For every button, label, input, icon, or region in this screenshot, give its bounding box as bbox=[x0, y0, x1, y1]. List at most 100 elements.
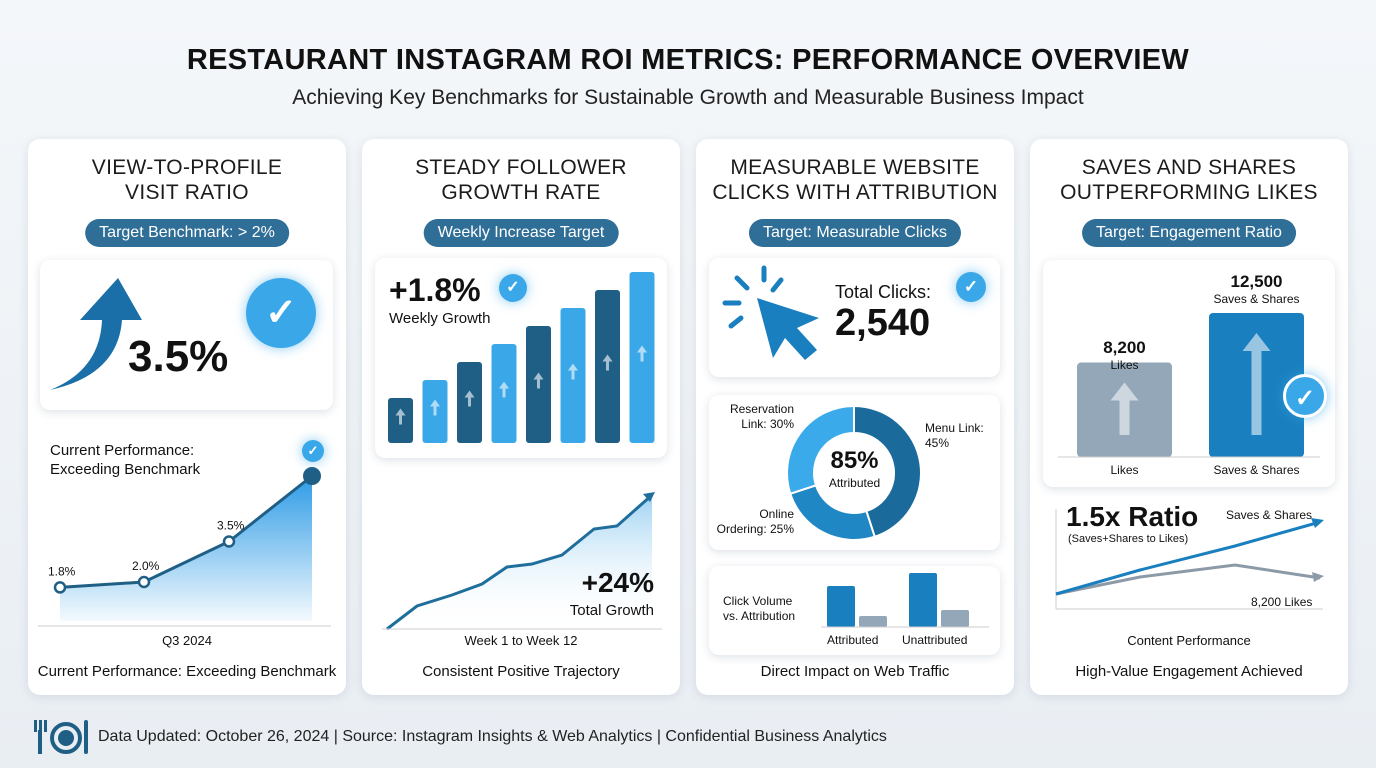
arrow-up-icon bbox=[395, 408, 406, 425]
arrow-up-icon bbox=[637, 345, 647, 362]
restaurant-logo-icon bbox=[34, 720, 88, 754]
trend-arrow-icon bbox=[50, 278, 142, 390]
growth-line-chart bbox=[382, 492, 662, 631]
slice-label-online: Online Ordering: 25% bbox=[716, 507, 794, 536]
click-volume-bars bbox=[821, 573, 989, 628]
arrow-head bbox=[643, 492, 655, 502]
total-growth-label: Total Growth bbox=[569, 602, 654, 619]
card-view-to-profile: VIEW-TO-PROFILE VISIT RATIO Target Benchm… bbox=[28, 139, 346, 695]
data-point bbox=[137, 575, 151, 589]
arrow-up-icon bbox=[1242, 333, 1271, 435]
arrow-up-icon bbox=[464, 390, 475, 407]
ratio-value: 1.5x Ratio bbox=[1066, 501, 1199, 532]
clicks-box: Total Clicks: 2,540 ✓ bbox=[709, 258, 1000, 377]
data-point bbox=[222, 535, 236, 548]
saves-shares-line bbox=[1055, 520, 1321, 596]
click-bar bbox=[859, 616, 887, 627]
card-title: STEADY FOLLOWER GROWTH RATE bbox=[415, 156, 627, 204]
line-chart: 1.8% 2.0% 3.5% bbox=[38, 467, 331, 627]
click-volume-label: Click Volume vs. Attribution bbox=[723, 594, 796, 623]
bar-value: 8,200 bbox=[1103, 338, 1146, 357]
bar-category: Saves & Shares bbox=[1213, 463, 1300, 477]
donut-center-label: Attributed bbox=[828, 476, 881, 490]
bar-value-label: Saves & Shares bbox=[1213, 292, 1300, 306]
target-badge: Weekly Increase Target bbox=[423, 219, 619, 247]
page-subtitle: Achieving Key Benchmarks for Sustainable… bbox=[292, 86, 1084, 109]
click-volume-box: Click Volume vs. Attribution Attributed U… bbox=[709, 566, 1000, 655]
data-label: 2.0% bbox=[132, 559, 160, 573]
page-title: RESTAURANT INSTAGRAM ROI METRICS: PERFOR… bbox=[186, 44, 1190, 76]
ratio-label: (Saves+Shares to Likes) bbox=[1068, 533, 1189, 545]
bar-box: +1.8% Weekly Growth ✓ bbox=[375, 258, 667, 458]
click-bar bbox=[909, 573, 937, 627]
card-footer: High-Value Engagement Achieved bbox=[1075, 663, 1303, 680]
data-label: 1.8% bbox=[48, 564, 76, 578]
weekly-growth-label: Weekly Growth bbox=[389, 310, 491, 327]
arrow-head bbox=[1311, 518, 1324, 528]
card-title: SAVES AND SHARES OUTPERFORMING LIKES bbox=[1060, 156, 1318, 204]
click-bar bbox=[941, 610, 969, 627]
donut-chart bbox=[786, 404, 922, 541]
donut-slice bbox=[789, 484, 876, 541]
card-title: VIEW-TO-PROFILE VISIT RATIO bbox=[91, 156, 283, 204]
check-icon: ✓ bbox=[1283, 374, 1327, 418]
end-point-check bbox=[303, 467, 321, 485]
slice-label-reservation: Reservation Link: 30% bbox=[729, 402, 794, 431]
check-icon: ✓ bbox=[956, 272, 986, 302]
donut-box: 85% Attributed Menu Link: 45% Online Order… bbox=[709, 395, 1000, 550]
growth-bars bbox=[388, 272, 655, 443]
card-follower-growth: STEADY FOLLOWER GROWTH RATE Weekly Increa… bbox=[362, 139, 680, 695]
footer-text: Data Updated: October 26, 2024 | Source:… bbox=[98, 728, 887, 745]
check-icon: ✓ bbox=[302, 440, 324, 462]
card-footer: Consistent Positive Trajectory bbox=[422, 663, 620, 680]
arrow-up-icon bbox=[499, 381, 509, 398]
card-saves-shares: SAVES AND SHARES OUTPERFORMING LIKES Targ… bbox=[1030, 139, 1348, 695]
chart-title: Current Performance: Exceeding Benchmark bbox=[50, 442, 201, 478]
bar-category: Unattributed bbox=[902, 633, 968, 647]
weekly-growth-value: +1.8% bbox=[389, 272, 481, 308]
click-bar bbox=[827, 586, 855, 627]
engagement-line-chart bbox=[1055, 509, 1324, 610]
card-title: MEASURABLE WEBSITE CLICKS WITH ATTRIBUTIO… bbox=[712, 156, 998, 204]
check-icon: ✓ bbox=[499, 274, 527, 302]
kpi-value: 3.5% bbox=[128, 332, 229, 381]
slice-label-menu: Menu Link: 45% bbox=[925, 421, 984, 450]
card-website-clicks: MEASURABLE WEBSITE CLICKS WITH ATTRIBUTIO… bbox=[696, 139, 1014, 695]
bar-category: Attributed bbox=[827, 633, 879, 647]
x-axis-label: Content Performance bbox=[1127, 633, 1251, 648]
engagement-bar-box: 8,200 Likes 12,500 Saves & Shares Likes … bbox=[1043, 260, 1335, 487]
donut-slice bbox=[786, 404, 855, 495]
donut-slice bbox=[853, 404, 922, 538]
donut-center-value: 85% bbox=[830, 447, 879, 474]
data-point bbox=[53, 581, 67, 594]
arrow-up-icon bbox=[430, 399, 440, 416]
bar-value-label: Likes bbox=[1110, 358, 1139, 372]
arrow-head bbox=[1312, 572, 1324, 582]
kpi-box: 3.5% ✓ bbox=[40, 260, 333, 410]
growth-line bbox=[386, 493, 653, 631]
series-line bbox=[59, 474, 313, 589]
card-footer: Current Performance: Exceeding Benchmark bbox=[37, 663, 337, 680]
area-fill bbox=[60, 476, 312, 621]
card-footer: Direct Impact on Web Traffic bbox=[760, 663, 950, 680]
arrow-up-icon bbox=[602, 354, 613, 371]
x-axis-label: Week 1 to Week 12 bbox=[464, 633, 578, 648]
likes-line bbox=[1055, 563, 1321, 596]
total-growth-value: +24% bbox=[581, 567, 654, 598]
bar-value: 12,500 bbox=[1230, 272, 1283, 291]
total-clicks-value: 2,540 bbox=[835, 302, 931, 344]
check-icon: ✓ bbox=[246, 278, 316, 348]
arrow-up-icon bbox=[1110, 382, 1139, 435]
target-badge: Target: Measurable Clicks bbox=[748, 219, 962, 247]
series-label: 8,200 Likes bbox=[1251, 595, 1313, 609]
data-label: 3.5% bbox=[217, 519, 245, 533]
arrow-up-icon bbox=[533, 372, 544, 389]
cursor-click-icon bbox=[722, 265, 819, 360]
arrow-up-icon bbox=[568, 363, 578, 380]
target-badge: Target: Engagement Ratio bbox=[1082, 219, 1296, 247]
bar-category: Likes bbox=[1110, 463, 1139, 477]
x-axis-label: Q3 2024 bbox=[162, 633, 212, 648]
engagement-bar-chart bbox=[1058, 313, 1320, 458]
series-label: Saves & Shares bbox=[1226, 508, 1313, 522]
total-clicks-label: Total Clicks: bbox=[835, 282, 932, 302]
